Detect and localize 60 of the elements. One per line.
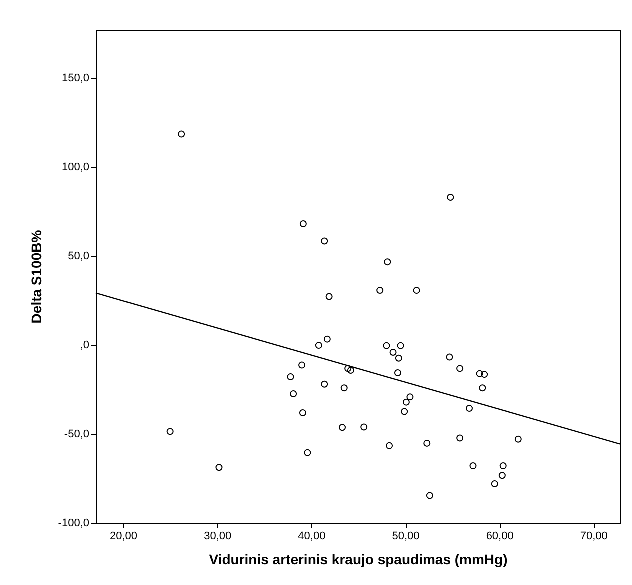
- point: [340, 384, 348, 392]
- point: [395, 354, 402, 362]
- x-tick-label: 40,00: [298, 530, 326, 542]
- point: [498, 472, 506, 480]
- point: [304, 449, 312, 456]
- y-tick-label: -50,0: [64, 428, 90, 441]
- point: [298, 362, 306, 369]
- x-tick-label: 30,00: [204, 530, 232, 542]
- y-tick-label: 50,0: [68, 250, 90, 263]
- point: [424, 440, 431, 447]
- x-tick-label: 50,00: [392, 530, 420, 542]
- point: [360, 424, 368, 431]
- point: [390, 349, 397, 356]
- point: [299, 410, 306, 417]
- y-axis-title: Delta S100B%: [28, 230, 44, 324]
- point: [216, 464, 223, 472]
- point: [456, 434, 464, 442]
- x-tick-label: 60,00: [486, 530, 514, 542]
- point: [326, 293, 333, 300]
- point: [394, 369, 402, 376]
- point: [426, 492, 434, 500]
- point: [401, 408, 408, 416]
- point: [470, 462, 477, 470]
- x-tick-label: 70,00: [580, 530, 608, 542]
- point: [290, 390, 298, 398]
- point: [413, 287, 420, 294]
- point: [324, 336, 331, 343]
- point: [447, 194, 454, 201]
- point: [178, 130, 186, 138]
- point: [321, 238, 328, 245]
- y-tick-label: 100,0: [62, 162, 90, 174]
- point: [166, 428, 174, 436]
- point: [466, 405, 473, 412]
- point: [384, 258, 392, 266]
- point: [446, 354, 454, 361]
- point: [338, 424, 346, 432]
- point: [376, 287, 384, 294]
- point: [397, 342, 404, 350]
- point: [406, 394, 414, 401]
- x-tick-label: 20,00: [110, 530, 138, 542]
- point: [456, 365, 464, 372]
- point: [514, 436, 522, 443]
- point: [479, 384, 486, 392]
- y-tick-label: -100,0: [58, 518, 90, 530]
- y-tick-label: ,0: [80, 340, 90, 352]
- x-axis-title: Vidurinis arterinis kraujo spaudimas (mmHg): [209, 552, 508, 568]
- point: [300, 220, 307, 228]
- point: [386, 442, 394, 450]
- point: [476, 370, 484, 378]
- point: [491, 480, 498, 488]
- point: [344, 365, 352, 372]
- point: [315, 342, 322, 350]
- point: [287, 374, 294, 381]
- point: [347, 366, 354, 374]
- point: [500, 462, 507, 470]
- point: [402, 398, 410, 406]
- y-tick-label: 150,0: [62, 72, 90, 85]
- point: [383, 342, 390, 350]
- point: [321, 380, 328, 388]
- point: [481, 371, 488, 378]
